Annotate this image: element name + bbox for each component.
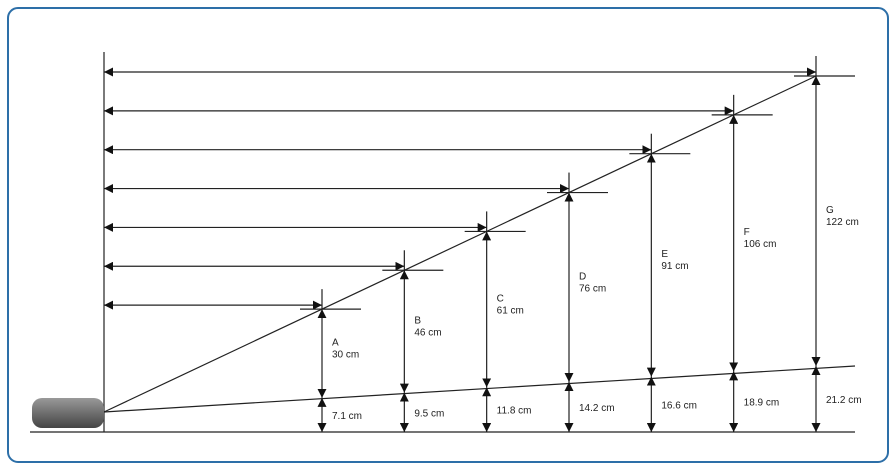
station-offset: 9.5 cm bbox=[414, 408, 444, 419]
station-offset: 14.2 cm bbox=[579, 403, 615, 414]
station-size: 30 cm bbox=[332, 350, 359, 361]
station-size: 61 cm bbox=[497, 305, 524, 316]
station-offset: 18.9 cm bbox=[744, 398, 780, 409]
beam-top bbox=[103, 75, 817, 413]
station-size: 122 cm bbox=[826, 217, 859, 228]
frame bbox=[7, 7, 889, 463]
station-letter: G bbox=[826, 205, 834, 216]
station-size: 106 cm bbox=[744, 239, 777, 250]
station-offset: 21.2 cm bbox=[826, 395, 862, 406]
station-offset: 16.6 cm bbox=[661, 400, 697, 411]
station-size: 91 cm bbox=[661, 261, 688, 272]
station-letter: A bbox=[332, 338, 339, 349]
station-offset: 11.8 cm bbox=[497, 406, 532, 417]
station-letter: F bbox=[744, 227, 750, 238]
station-letter: E bbox=[661, 249, 668, 260]
station-letter: D bbox=[579, 271, 586, 282]
projector bbox=[32, 398, 104, 428]
station-offset: 7.1 cm bbox=[332, 411, 362, 422]
stations: A30 cm 7.1 cm B46 cm 9.5 cm C61 cm 11.8 cm D76… bbox=[104, 56, 862, 432]
station-size: 46 cm bbox=[414, 327, 441, 338]
station-letter: C bbox=[497, 293, 504, 304]
station-size: 76 cm bbox=[579, 283, 606, 294]
station-letter: B bbox=[414, 315, 421, 326]
